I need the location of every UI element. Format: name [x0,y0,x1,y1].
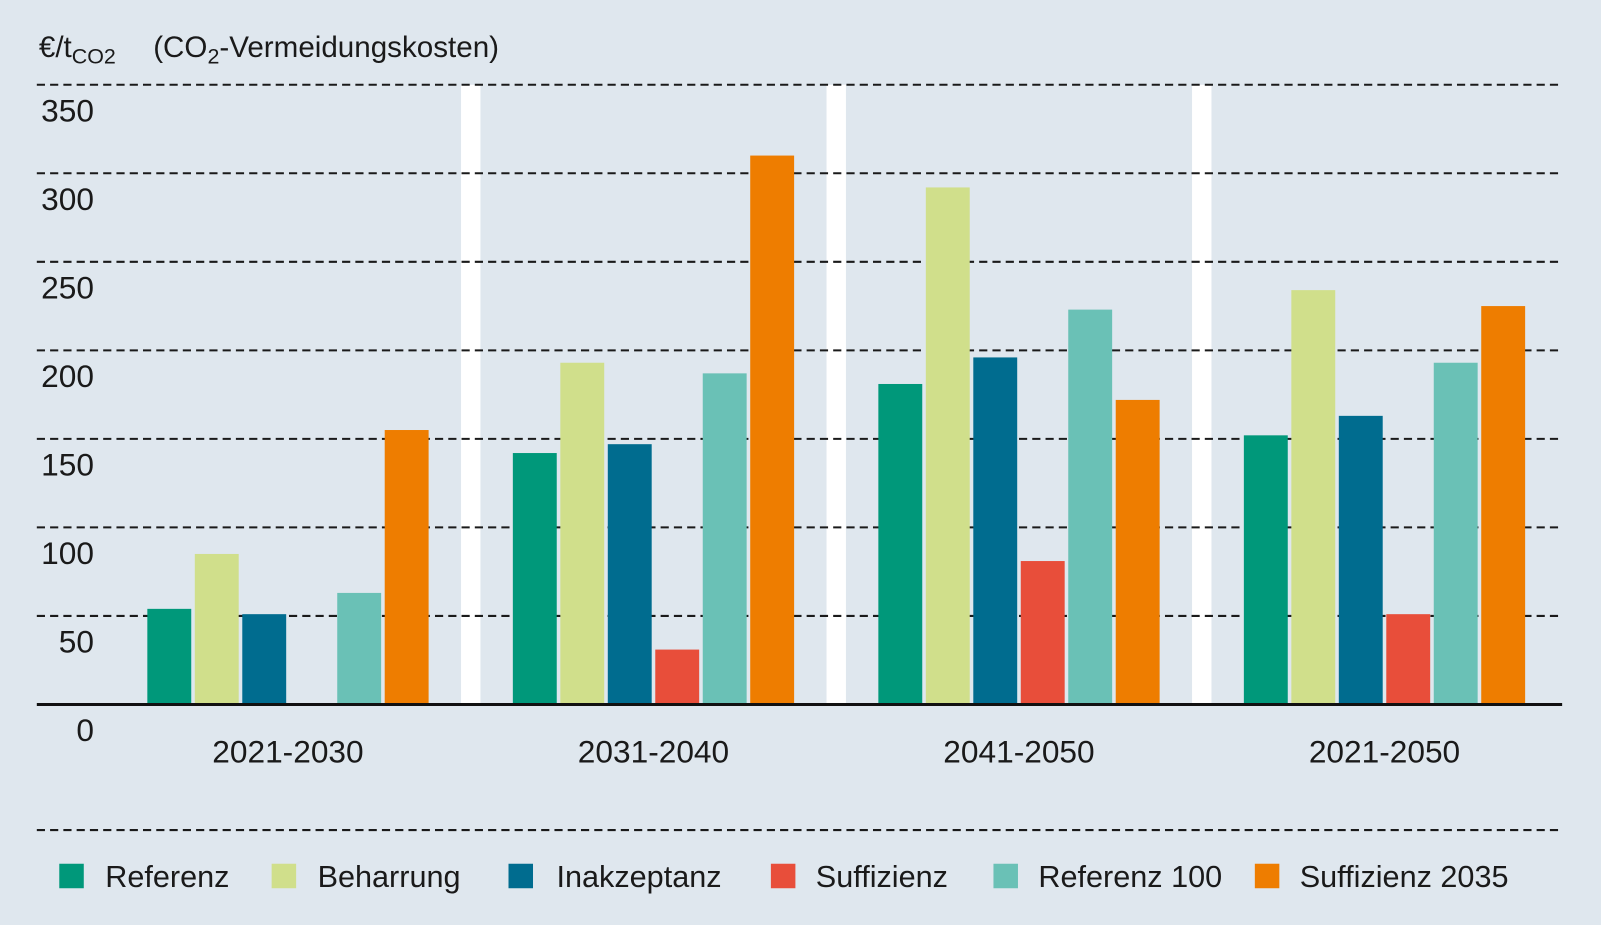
bar-suffizienz-2035-2041-2050 [1115,399,1160,705]
legend-label-inakzeptanz: Inakzeptanz [556,860,721,894]
legend-item-suffizienz-2035: Suffizienz 2035 [1254,860,1509,894]
bar-referenz-100-2041-2050 [1068,309,1113,705]
gridlines [36,83,1563,617]
bar-referenz-100-2021-2050 [1433,362,1478,705]
bar-beharrung-2021-2050 [1291,290,1336,705]
y-axis-unit-subscript: CO2 [72,44,116,68]
bar-suffizienz-2035-2021-2030 [384,430,429,705]
bar-inakzeptanz-2041-2050 [973,357,1018,705]
group-separators [461,84,1212,705]
bar-referenz-2021-2030 [147,608,192,705]
bar-inakzeptanz-2021-2050 [1338,415,1383,705]
group-separator [461,84,481,705]
y-tick-label: 350 [41,92,94,128]
legend-swatch-referenz-100 [993,863,1018,889]
legend-item-inakzeptanz: Inakzeptanz [508,860,722,894]
y-tick-label: 0 [76,712,94,748]
y-tick-label: 300 [41,181,94,217]
chart-title: (CO2-Vermeidungskosten) [153,31,499,68]
x-tick-label: 2021-2030 [212,734,363,770]
group-separator [1192,84,1212,705]
bars [147,155,1526,705]
x-tick-label: 2021-2050 [1309,734,1460,770]
y-tick-label: 50 [59,624,94,660]
bar-referenz-2041-2050 [878,383,923,705]
legend-item-suffizienz: Suffizienz [770,860,948,894]
legend-item-beharrung: Beharrung [271,860,461,894]
bar-beharrung-2031-2040 [560,362,605,705]
bar-referenz-100-2031-2040 [702,373,747,705]
legend: Referenz Beharrung Inakzeptanz Suffizien… [59,860,1509,894]
x-tick-labels: 2021-2030 2031-2040 2041-2050 2021-2050 [212,734,1460,770]
legend-swatch-suffizienz-2035 [1254,863,1280,889]
bar-referenz-100-2021-2030 [337,592,382,705]
y-tick-label: 150 [41,447,94,483]
y-axis-unit-label: €/tCO2 [39,31,116,68]
legend-swatch-suffizienz [770,863,796,889]
bar-suffizienz-2021-2050 [1386,614,1431,705]
bar-suffizienz-2031-2040 [655,649,700,705]
legend-swatch-referenz [59,863,84,889]
legend-label-referenz-100: Referenz 100 [1038,860,1222,894]
x-tick-label: 2031-2040 [578,734,729,770]
bar-suffizienz-2041-2050 [1020,561,1065,705]
legend-swatch-beharrung [271,863,297,889]
y-axis-unit: €/t [39,31,72,64]
bar-inakzeptanz-2031-2040 [607,444,652,705]
chart-title-end: -Vermeidungskosten) [219,31,499,64]
legend-item-referenz: Referenz [59,860,229,894]
y-tick-labels: 0 50 100 150 200 250 300 350 [41,92,94,748]
bar-suffizienz-2035-2021-2050 [1481,306,1526,705]
bar-referenz-2021-2050 [1243,435,1288,705]
legend-label-referenz: Referenz [105,860,229,894]
bar-beharrung-2041-2050 [925,187,970,705]
legend-label-suffizienz-2035: Suffizienz 2035 [1300,860,1509,894]
chart-title-subscript: 2 [207,44,219,68]
bar-referenz-2031-2040 [512,453,557,705]
x-tick-label: 2041-2050 [943,734,1094,770]
y-tick-label: 100 [41,535,94,571]
bar-beharrung-2021-2030 [194,553,239,705]
legend-label-suffizienz: Suffizienz [816,860,948,894]
bar-suffizienz-2035-2031-2040 [750,155,795,705]
legend-swatch-inakzeptanz [508,863,534,889]
legend-item-referenz-100: Referenz 100 [993,860,1222,894]
bar-inakzeptanz-2021-2030 [242,614,287,705]
chart-title-start: (CO [153,31,207,64]
y-tick-label: 250 [41,270,94,306]
legend-label-beharrung: Beharrung [318,860,461,894]
y-tick-label: 200 [41,358,94,394]
group-separator [826,84,846,705]
